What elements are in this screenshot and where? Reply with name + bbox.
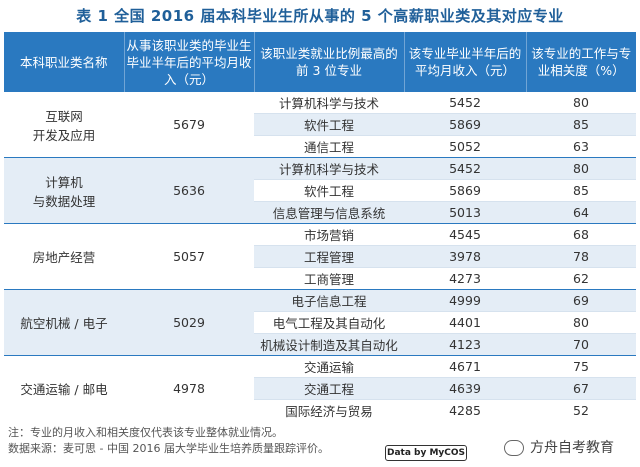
major-income: 4285 — [404, 399, 526, 421]
major-name: 电气工程及其自动化 — [254, 311, 404, 334]
table-row: 交通工程 4639 67 — [4, 377, 636, 400]
major-name: 信息管理与信息系统 — [254, 201, 404, 224]
category-income: 5057 — [124, 223, 254, 290]
table-row: 互联网 开发及应用 5679 计算机科学与技术 5452 80 — [4, 92, 636, 158]
header-row: 本科职业类名称 从事该职业类的毕业生毕业半年后的平均月收入（元） 该职业类就业比… — [4, 32, 636, 92]
major-name: 电子信息工程 — [254, 289, 404, 312]
category-name: 交通运输 / 邮电 — [4, 355, 124, 421]
table-row: 软件工程 5869 85 — [4, 179, 636, 202]
category-income: 5679 — [124, 92, 254, 158]
major-income: 5452 — [404, 157, 526, 180]
major-income: 5452 — [404, 92, 526, 114]
major-name: 软件工程 — [254, 113, 404, 136]
major-relevance: 75 — [526, 355, 636, 378]
table-row: 计算机 与数据处理 5636 计算机科学与技术 5452 80 — [4, 157, 636, 224]
major-relevance: 62 — [526, 267, 636, 290]
category-name: 互联网 开发及应用 — [4, 92, 124, 158]
table-row: 通信工程 5052 63 — [4, 135, 636, 158]
header-category: 本科职业类名称 — [4, 32, 125, 92]
major-relevance: 70 — [526, 333, 636, 356]
major-income: 5869 — [404, 179, 526, 202]
major-income: 4273 — [404, 267, 526, 290]
major-relevance: 80 — [526, 157, 636, 180]
major-income: 5052 — [404, 135, 526, 158]
major-name: 软件工程 — [254, 179, 404, 202]
table-row: 信息管理与信息系统 5013 64 — [4, 201, 636, 224]
header-relevance: 该专业的工作与专业相关度（%） — [526, 32, 636, 92]
major-name: 通信工程 — [254, 135, 404, 158]
salary-table: 本科职业类名称 从事该职业类的毕业生毕业半年后的平均月收入（元） 该职业类就业比… — [4, 32, 636, 421]
note: 注：专业的月收入和相关度仅代表该专业整体就业情况。 — [8, 426, 283, 439]
major-income: 4639 — [404, 377, 526, 400]
category-income: 4978 — [124, 355, 254, 421]
major-name: 计算机科学与技术 — [254, 92, 404, 114]
table-row: 航空机械 / 电子 5029 电子信息工程 4999 69 — [4, 289, 636, 356]
major-income: 3978 — [404, 245, 526, 268]
mycos-logo: Data by MyCOS — [385, 445, 467, 461]
major-income: 4123 — [404, 333, 526, 356]
major-income: 5013 — [404, 201, 526, 224]
wechat-icon — [504, 440, 524, 456]
table-title: 表 1 全国 2016 届本科毕业生所从事的 5 个高薪职业类及其对应专业 — [76, 7, 564, 25]
table-row: 电气工程及其自动化 4401 80 — [4, 311, 636, 334]
major-relevance: 80 — [526, 311, 636, 334]
major-income: 4401 — [404, 311, 526, 334]
footer: 注：专业的月收入和相关度仅代表该专业整体就业情况。 数据来源：麦可思 - 中国 … — [8, 425, 640, 461]
header-category-income: 从事该职业类的毕业生毕业半年后的平均月收入（元） — [124, 32, 255, 92]
category-name: 计算机 与数据处理 — [4, 157, 124, 224]
major-name: 计算机科学与技术 — [254, 157, 404, 180]
table-row: 软件工程 5869 85 — [4, 113, 636, 136]
table-row: 工商管理 4273 62 — [4, 267, 636, 290]
major-income: 5869 — [404, 113, 526, 136]
source: 数据来源：麦可思 - 中国 2016 届大学毕业生培养质量跟踪评价。 — [8, 442, 329, 455]
table-row: 交通运输 / 邮电 4978 交通运输 4671 75 — [4, 355, 636, 421]
table-row: 房地产经营 5057 市场营销 4545 68 — [4, 223, 636, 290]
table-row: 工程管理 3978 78 — [4, 245, 636, 268]
category-name: 房地产经营 — [4, 223, 124, 290]
wechat-label: 方舟自考教育 — [530, 440, 614, 456]
header-top-majors: 该职业类就业比例最高的前 3 位专业 — [254, 32, 405, 92]
category-income: 5029 — [124, 289, 254, 356]
major-relevance: 64 — [526, 201, 636, 224]
major-relevance: 52 — [526, 399, 636, 421]
major-name: 交通运输 — [254, 355, 404, 378]
major-relevance: 68 — [526, 223, 636, 246]
major-income: 4999 — [404, 289, 526, 312]
major-relevance: 78 — [526, 245, 636, 268]
header-major-income: 该专业毕业半年后的平均月收入（元） — [404, 32, 527, 92]
wechat-watermark: 方舟自考教育 — [504, 440, 614, 456]
major-relevance: 80 — [526, 92, 636, 114]
major-name: 国际经济与贸易 — [254, 399, 404, 421]
major-name: 工商管理 — [254, 267, 404, 290]
major-relevance: 85 — [526, 113, 636, 136]
major-name: 工程管理 — [254, 245, 404, 268]
major-income: 4545 — [404, 223, 526, 246]
major-relevance: 63 — [526, 135, 636, 158]
major-income: 4671 — [404, 355, 526, 378]
category-name: 航空机械 / 电子 — [4, 289, 124, 356]
major-name: 交通工程 — [254, 377, 404, 400]
major-name: 机械设计制造及其自动化 — [254, 333, 404, 356]
major-relevance: 85 — [526, 179, 636, 202]
table-row: 机械设计制造及其自动化 4123 70 — [4, 333, 636, 356]
major-relevance: 69 — [526, 289, 636, 312]
major-relevance: 67 — [526, 377, 636, 400]
category-income: 5636 — [124, 157, 254, 224]
table-row: 国际经济与贸易 4285 52 — [4, 399, 636, 421]
major-name: 市场营销 — [254, 223, 404, 246]
